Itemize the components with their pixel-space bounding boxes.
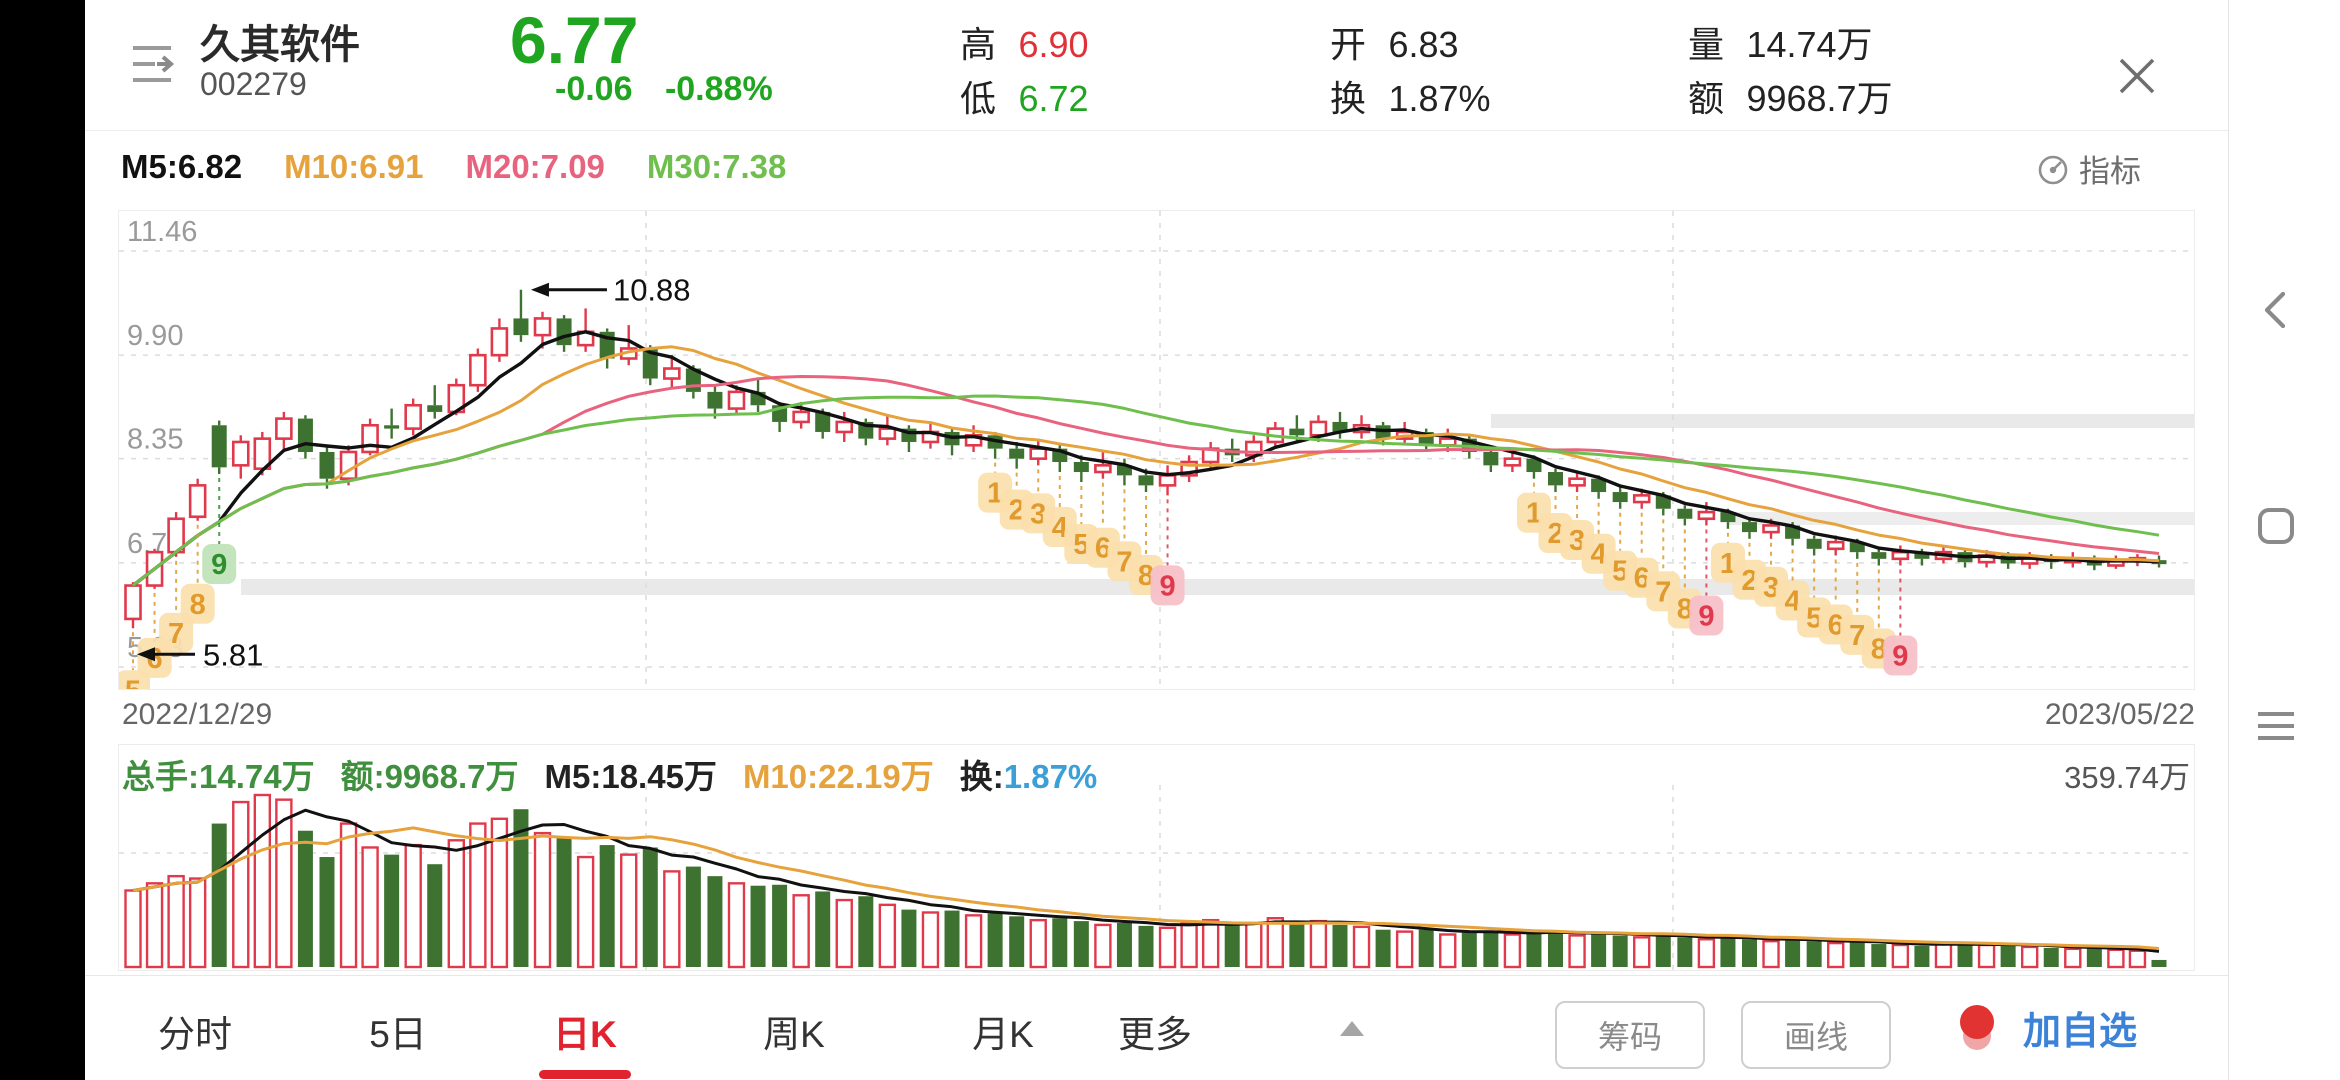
nav-recents-icon[interactable] — [2252, 702, 2300, 750]
stock-header: 久其软件 002279 6.77 -0.06 -0.88% 高 6.90 低 6… — [85, 0, 2228, 131]
draw-line-button[interactable]: 画线 — [1741, 1001, 1891, 1069]
stat-high-label: 高 — [960, 24, 997, 65]
svg-text:1: 1 — [987, 478, 1003, 510]
svg-text:7: 7 — [168, 618, 184, 650]
svg-text:5: 5 — [1806, 602, 1822, 634]
svg-text:4: 4 — [1785, 585, 1801, 617]
stat-high-value: 6.90 — [1018, 24, 1089, 65]
svg-text:1: 1 — [1720, 548, 1736, 580]
stat-low-value: 6.72 — [1018, 78, 1089, 119]
volume-scale-max: 359.74万 — [2064, 760, 2190, 795]
add-favorite-label: 加自选 — [2023, 1010, 2138, 1053]
stat-open-label: 开 — [1330, 24, 1367, 65]
svg-text:9: 9 — [211, 549, 227, 581]
close-icon[interactable] — [2113, 52, 2161, 100]
red-dot-logo-icon — [1960, 1005, 1994, 1050]
ma-legend-row: M5:6.82 M10:6.91 M20:7.09 M30:7.38 指标 — [85, 132, 2228, 210]
svg-text:9: 9 — [1698, 600, 1714, 632]
stat-amount-label: 额 — [1688, 78, 1725, 119]
stat-low-label: 低 — [960, 78, 997, 119]
svg-text:7: 7 — [1849, 620, 1865, 652]
tab-5日[interactable]: 5日 — [369, 1014, 427, 1055]
svg-text:3: 3 — [1030, 498, 1046, 530]
volume-header-item: 换: — [959, 758, 1004, 795]
svg-text:8: 8 — [1138, 560, 1154, 592]
tab-日K[interactable]: 日K — [553, 1014, 617, 1055]
ma-legend-item: M30:7.38 — [646, 148, 787, 185]
svg-text:3: 3 — [1569, 525, 1585, 557]
svg-text:6: 6 — [1634, 563, 1650, 595]
ma-legend-item: M10:6.91 — [284, 148, 424, 185]
nav-home-icon[interactable] — [2252, 502, 2300, 550]
svg-text:9: 9 — [1892, 641, 1908, 673]
svg-text:8.35: 8.35 — [127, 424, 183, 456]
svg-text:2: 2 — [1009, 495, 1025, 527]
svg-text:8: 8 — [190, 589, 206, 621]
svg-text:5: 5 — [1073, 529, 1089, 561]
active-tab-underline — [539, 1070, 631, 1079]
tab-分时[interactable]: 分时 — [158, 1014, 232, 1055]
price-change: -0.06 — [555, 70, 633, 108]
svg-text:8: 8 — [1871, 634, 1887, 666]
volume-header-item: M10:22.19万 — [742, 758, 934, 795]
date-start: 2022/12/29 — [122, 698, 273, 731]
svg-text:11.46: 11.46 — [127, 216, 197, 248]
last-price: 6.77 — [510, 3, 639, 77]
svg-text:5: 5 — [125, 675, 141, 689]
ma-legend: M5:6.82 M10:6.91 M20:7.09 M30:7.38 — [121, 148, 828, 186]
svg-text:4: 4 — [1591, 539, 1607, 571]
volume-chart[interactable] — [119, 745, 2194, 970]
sidebar-divider — [2228, 0, 2229, 1080]
left-black-strip — [0, 0, 85, 1080]
svg-text:10.88: 10.88 — [613, 273, 691, 308]
stat-turnover-label: 换 — [1330, 78, 1367, 119]
stat-volume-label: 量 — [1688, 24, 1725, 65]
svg-text:3: 3 — [1763, 572, 1779, 604]
svg-text:7: 7 — [1655, 576, 1671, 608]
svg-text:1: 1 — [1526, 498, 1542, 530]
svg-text:6: 6 — [1095, 533, 1111, 565]
volume-chart-pane[interactable] — [118, 744, 2195, 971]
svg-text:4: 4 — [1052, 512, 1068, 544]
volume-header-item: 总手:14.74万 — [122, 758, 315, 795]
stat-turnover-value: 1.87% — [1388, 78, 1491, 119]
stat-open-value: 6.83 — [1388, 24, 1459, 65]
stat-amount-value: 9968.7万 — [1746, 78, 1893, 119]
kline-chart-pane[interactable]: 11.469.908.356.795.235678912345678912345… — [116, 210, 2195, 711]
collapse-menu-icon[interactable] — [127, 38, 179, 90]
svg-text:2: 2 — [1741, 565, 1757, 597]
tab-更多[interactable]: 更多 — [1118, 1014, 1192, 1055]
more-menu-arrow-icon[interactable] — [1340, 1021, 1364, 1036]
add-favorite-button[interactable]: 加自选 — [1945, 988, 2137, 1066]
stat-volume-value: 14.74万 — [1746, 24, 1873, 65]
stock-name: 久其软件 — [200, 23, 360, 67]
nav-back-icon[interactable] — [2252, 286, 2300, 334]
ma-legend-item: M20:7.09 — [465, 148, 605, 185]
svg-text:2: 2 — [1547, 518, 1563, 550]
gauge-icon — [2038, 155, 2068, 184]
volume-header-item: 1.87% — [1003, 758, 1098, 795]
svg-text:7: 7 — [1116, 546, 1132, 578]
svg-text:8: 8 — [1677, 593, 1693, 625]
tab-月K[interactable]: 月K — [972, 1014, 1034, 1055]
ma-legend-item: M5:6.82 — [121, 148, 243, 185]
date-end: 2023/05/22 — [2044, 698, 2195, 731]
svg-text:6: 6 — [1828, 609, 1844, 641]
tab-周K[interactable]: 周K — [763, 1014, 825, 1055]
volume-header-item: 额:9968.7万 — [340, 758, 519, 795]
volume-header: 总手:14.74万 额:9968.7万 M5:18.45万 M10:22.19万 换:1… — [122, 750, 1123, 798]
indicator-label: 指标 — [2079, 154, 2141, 189]
volume-header-item: M5:18.45万 — [544, 758, 717, 795]
svg-text:9: 9 — [1159, 570, 1175, 602]
stock-code: 002279 — [200, 66, 307, 102]
period-tabbar: 分时 5日 日K 周K 月K 更多 筹码 画线 加自选 — [85, 975, 2228, 1080]
kline-chart[interactable]: 11.469.908.356.795.235678912345678912345… — [116, 211, 2194, 711]
svg-text:5: 5 — [1612, 556, 1628, 588]
svg-text:5.81: 5.81 — [203, 637, 263, 672]
chips-button[interactable]: 筹码 — [1555, 1001, 1705, 1069]
svg-text:9.90: 9.90 — [127, 320, 183, 352]
indicator-button[interactable]: 指标 — [2035, 146, 2141, 191]
price-change-pct: -0.88% — [664, 70, 773, 108]
